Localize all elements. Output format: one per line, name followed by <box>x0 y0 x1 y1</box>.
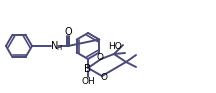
Text: HO: HO <box>108 41 122 50</box>
Text: N: N <box>51 41 59 51</box>
Text: H: H <box>56 44 61 50</box>
Text: OH: OH <box>81 77 95 85</box>
Text: O: O <box>97 53 103 61</box>
Text: O: O <box>100 73 108 82</box>
Text: O: O <box>64 27 72 37</box>
Text: B: B <box>84 64 92 74</box>
